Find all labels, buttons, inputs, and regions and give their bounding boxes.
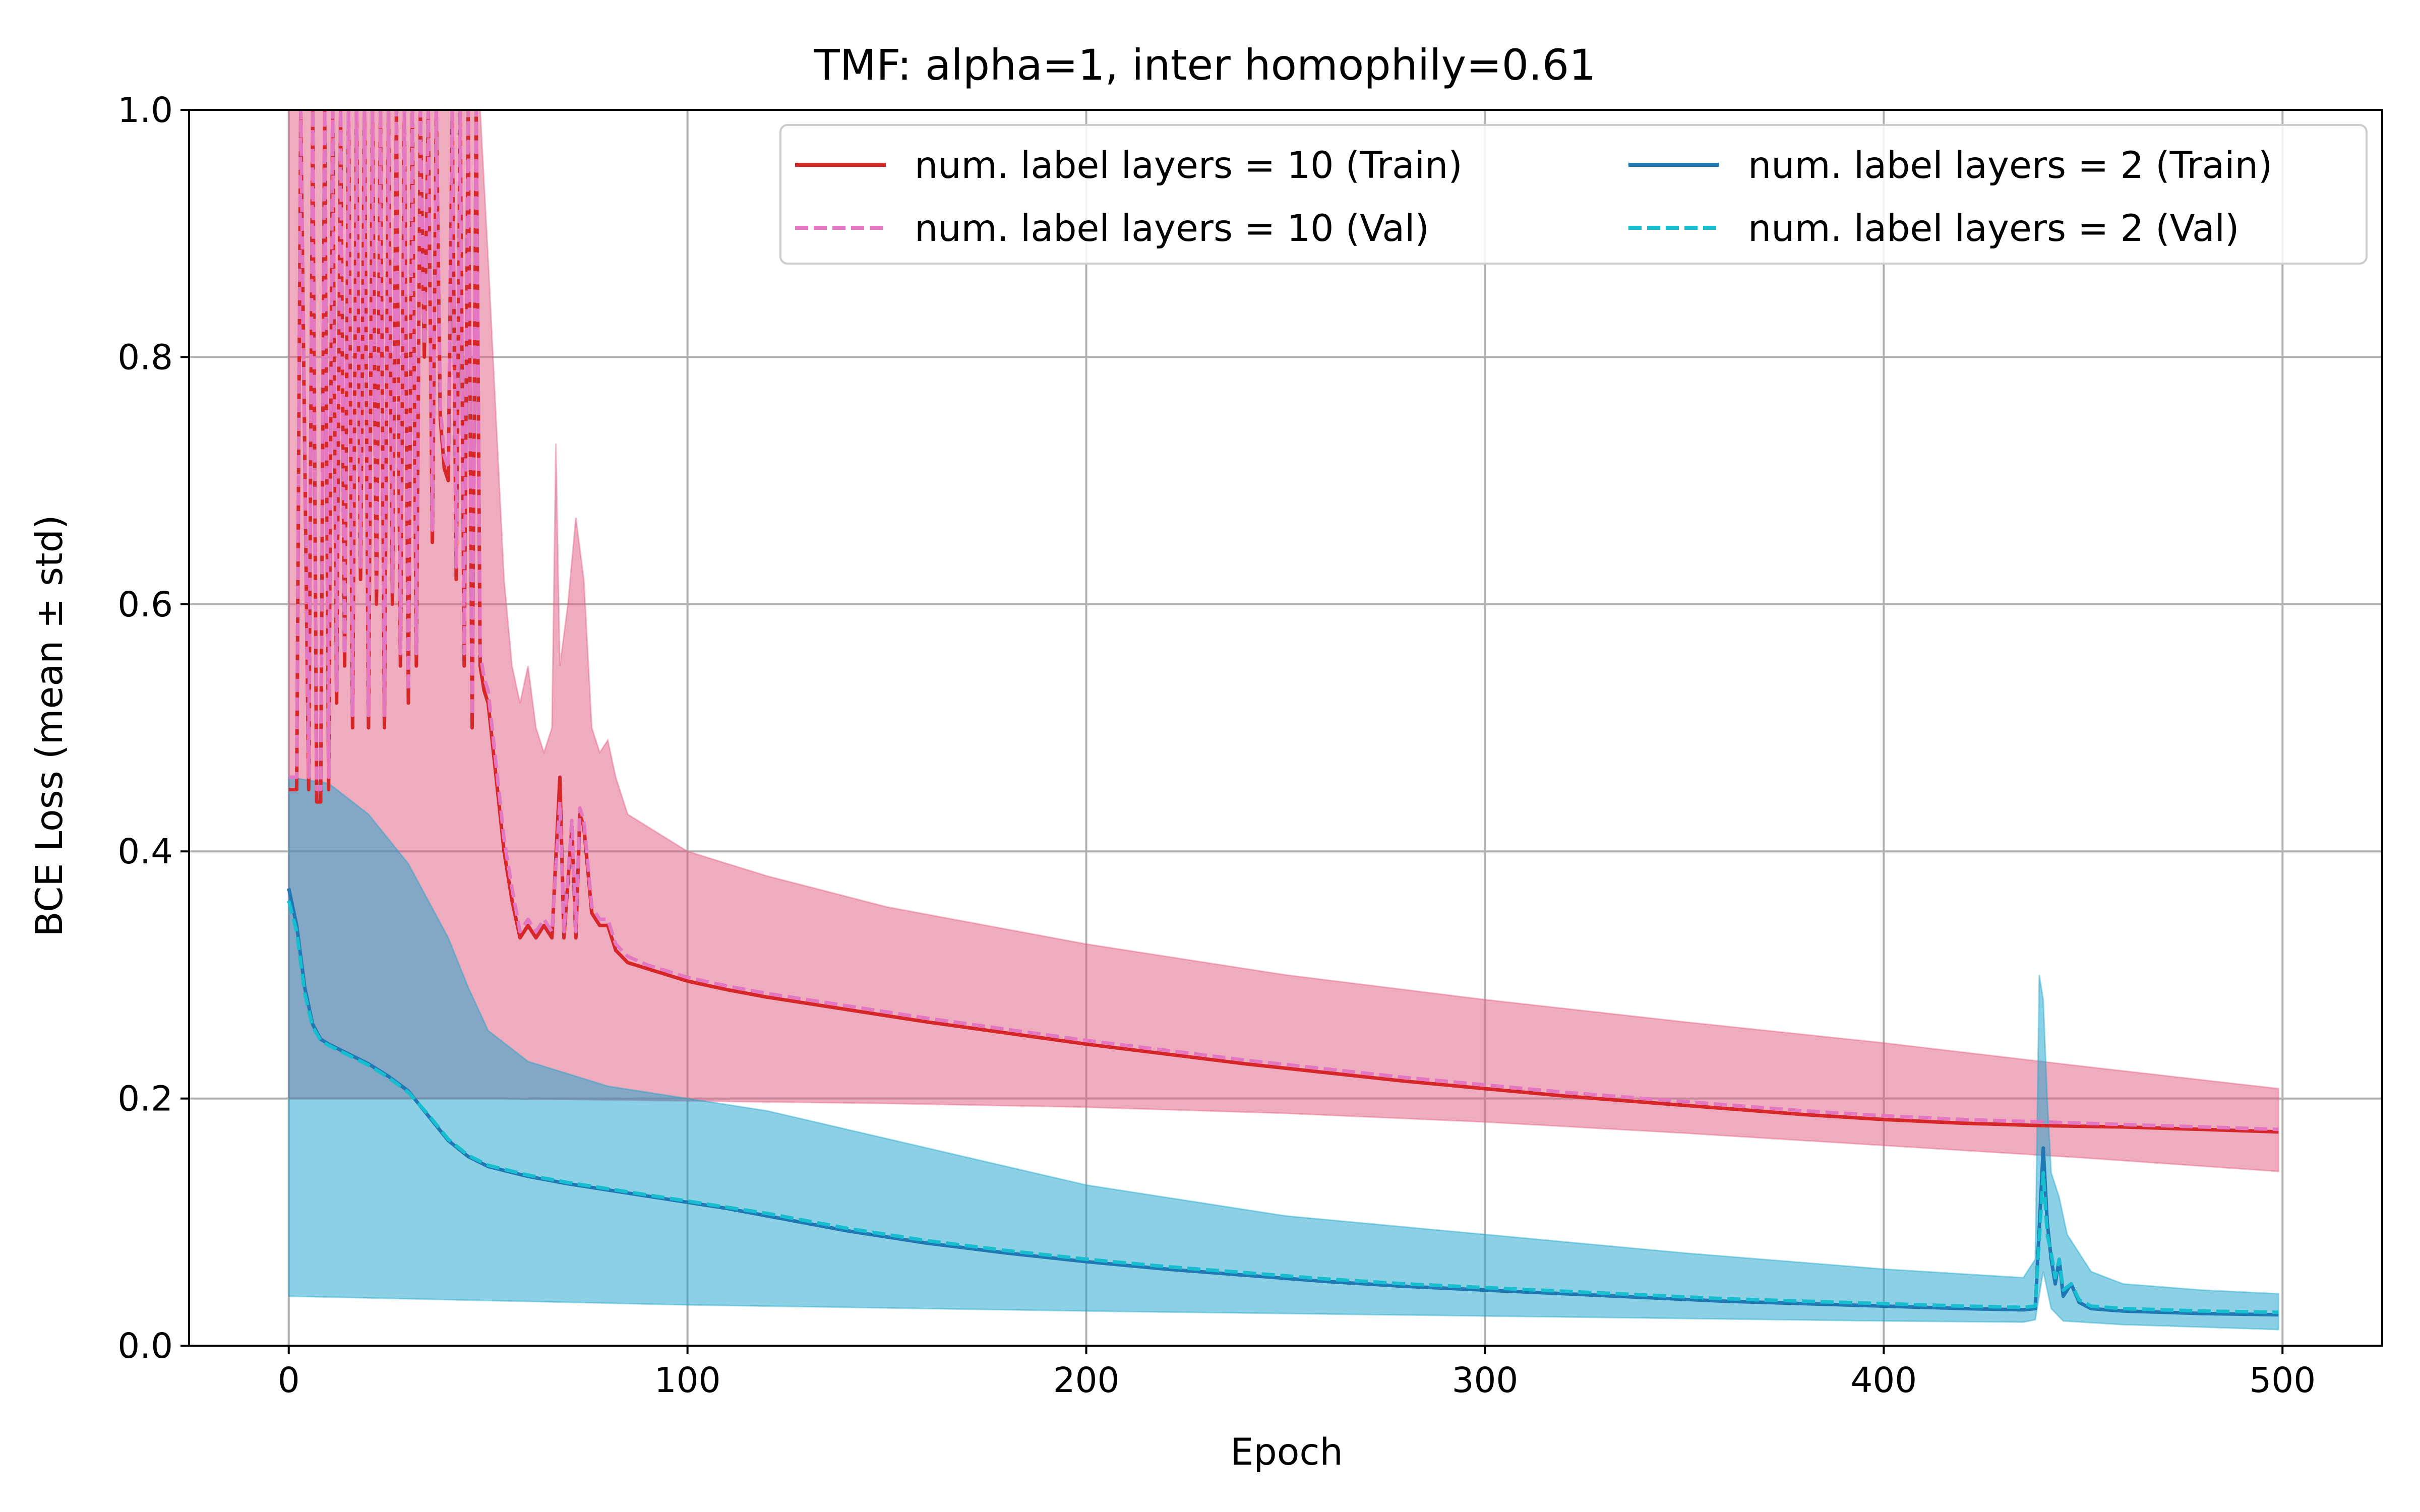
x-tick-label: 300 <box>1452 1360 1519 1401</box>
legend-item-3: num. label layers = 2 (Val) <box>1628 207 2239 250</box>
x-tick-label: 100 <box>654 1360 721 1401</box>
legend-label: num. label layers = 10 (Train) <box>915 144 1463 187</box>
x-tick-label: 200 <box>1053 1360 1120 1401</box>
legend-label: num. label layers = 2 (Train) <box>1748 144 2272 187</box>
legend-box <box>779 124 2368 265</box>
x-tick-label: 400 <box>1851 1360 1917 1401</box>
y-tick-label: 0.4 <box>117 832 173 872</box>
y-tick-label: 0.2 <box>117 1079 173 1119</box>
x-axis-label: Epoch <box>1230 1431 1343 1474</box>
legend: num. label layers = 10 (Train) num. label… <box>779 124 2368 265</box>
y-tick-label: 1.0 <box>117 90 173 131</box>
plot-content <box>287 110 2279 1331</box>
y-axis-label: BCE Loss (mean ± std) <box>28 515 71 937</box>
series-line-1 <box>288 110 2279 1131</box>
y-tick-label: 0.8 <box>117 337 173 377</box>
legend-item-0: num. label layers = 10 (Train) <box>795 144 1463 187</box>
x-tick-label: 500 <box>2249 1360 2316 1401</box>
plot-area: 0 100 200 300 400 500 0.0 0.2 0.4 0.6 0.8 1.0 <box>117 90 2383 1401</box>
std-band-0 <box>288 110 2279 1172</box>
legend-label: num. label layers = 10 (Val) <box>915 207 1429 250</box>
axes-frame <box>188 109 2383 1347</box>
series-line-0 <box>288 110 2279 1134</box>
series-line-3 <box>287 900 2279 1314</box>
chart-title: TMF: alpha=1, inter homophily=0.61 <box>813 40 1596 90</box>
y-tick-label: 0.0 <box>117 1326 173 1366</box>
legend-item-2: num. label layers = 2 (Train) <box>1628 144 2272 187</box>
legend-item-1: num. label layers = 10 (Val) <box>795 207 1429 250</box>
y-tick-label: 0.6 <box>117 585 173 625</box>
x-tick-label: 0 <box>278 1360 300 1401</box>
legend-label: num. label layers = 2 (Val) <box>1748 207 2239 250</box>
std-band-1 <box>288 776 2279 1331</box>
